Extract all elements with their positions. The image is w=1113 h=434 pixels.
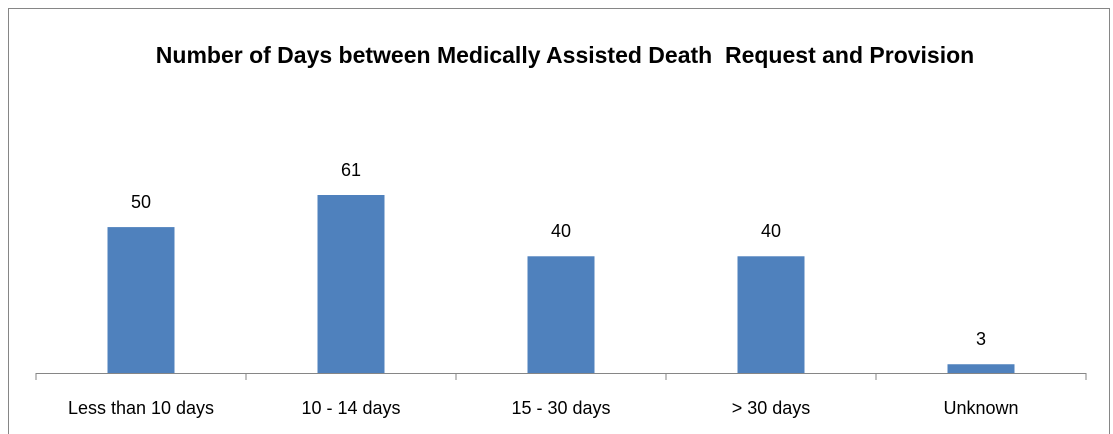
data-label: 61	[341, 160, 361, 180]
x-tick-label: Less than 10 days	[68, 398, 214, 418]
chart-border	[8, 8, 1110, 434]
data-label: 40	[551, 221, 571, 241]
bar	[947, 364, 1015, 373]
data-label: 50	[131, 192, 151, 212]
data-label: 3	[976, 329, 986, 349]
bar	[737, 256, 805, 373]
x-tick-label: 10 - 14 days	[301, 398, 400, 418]
x-tick-label: 15 - 30 days	[511, 398, 610, 418]
bar	[317, 195, 385, 373]
bar	[107, 227, 175, 373]
chart-title: Number of Days between Medically Assiste…	[155, 42, 975, 68]
data-label: 40	[761, 221, 781, 241]
x-tick-label: Unknown	[943, 398, 1018, 418]
bar	[527, 256, 595, 373]
x-tick-label: > 30 days	[732, 398, 811, 418]
